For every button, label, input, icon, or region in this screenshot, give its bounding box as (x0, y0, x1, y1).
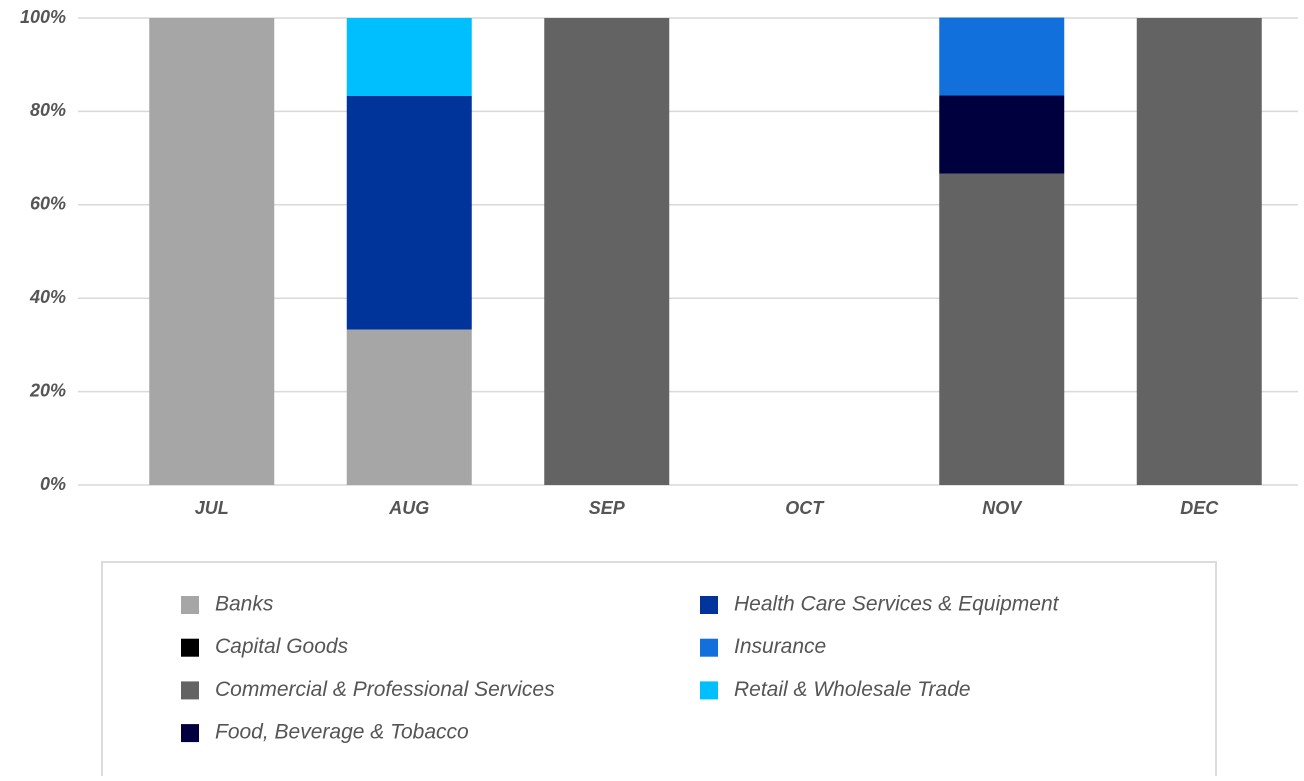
x-tick-label: JUL (195, 498, 229, 518)
legend-label: Banks (215, 593, 274, 616)
legend-box (101, 561, 1217, 781)
y-tick-label: 60% (30, 194, 66, 214)
x-tick-label: NOV (982, 498, 1023, 518)
legend-swatch (700, 638, 718, 657)
y-tick-label: 100% (20, 7, 66, 27)
x-tick-label: DEC (1180, 498, 1219, 518)
y-tick-label: 40% (29, 287, 66, 307)
legend-swatch (700, 596, 718, 614)
bar-segment (346, 18, 472, 96)
legend-swatch (181, 596, 199, 614)
y-tick-label: 20% (29, 380, 66, 400)
y-tick-label: 80% (30, 100, 66, 120)
y-tick-label: 0% (40, 474, 66, 494)
bar-segment (544, 18, 670, 485)
x-tick-label: AUG (388, 498, 429, 518)
legend-swatch (181, 638, 199, 657)
legend-label: Insurance (734, 635, 826, 658)
legend-swatch (181, 724, 199, 743)
x-tick-label: OCT (785, 498, 825, 518)
bar-segment (149, 18, 275, 485)
legend-label: Commercial & Professional Services (215, 678, 555, 701)
bar-segment (939, 173, 1065, 486)
bar-segment (1136, 18, 1262, 485)
x-tick-label: SEP (589, 498, 626, 518)
bar-segment (346, 329, 472, 485)
legend-label: Health Care Services & Equipment (734, 593, 1060, 616)
legend-swatch (700, 681, 718, 700)
legend-label: Retail & Wholesale Trade (734, 678, 971, 701)
legend-swatch (181, 681, 199, 700)
legend-label: Food, Beverage & Tobacco (215, 721, 469, 744)
bar-segment (939, 17, 1065, 96)
bar-segment (346, 95, 472, 330)
bar-segment (939, 95, 1065, 174)
legend-label: Capital Goods (215, 635, 349, 658)
